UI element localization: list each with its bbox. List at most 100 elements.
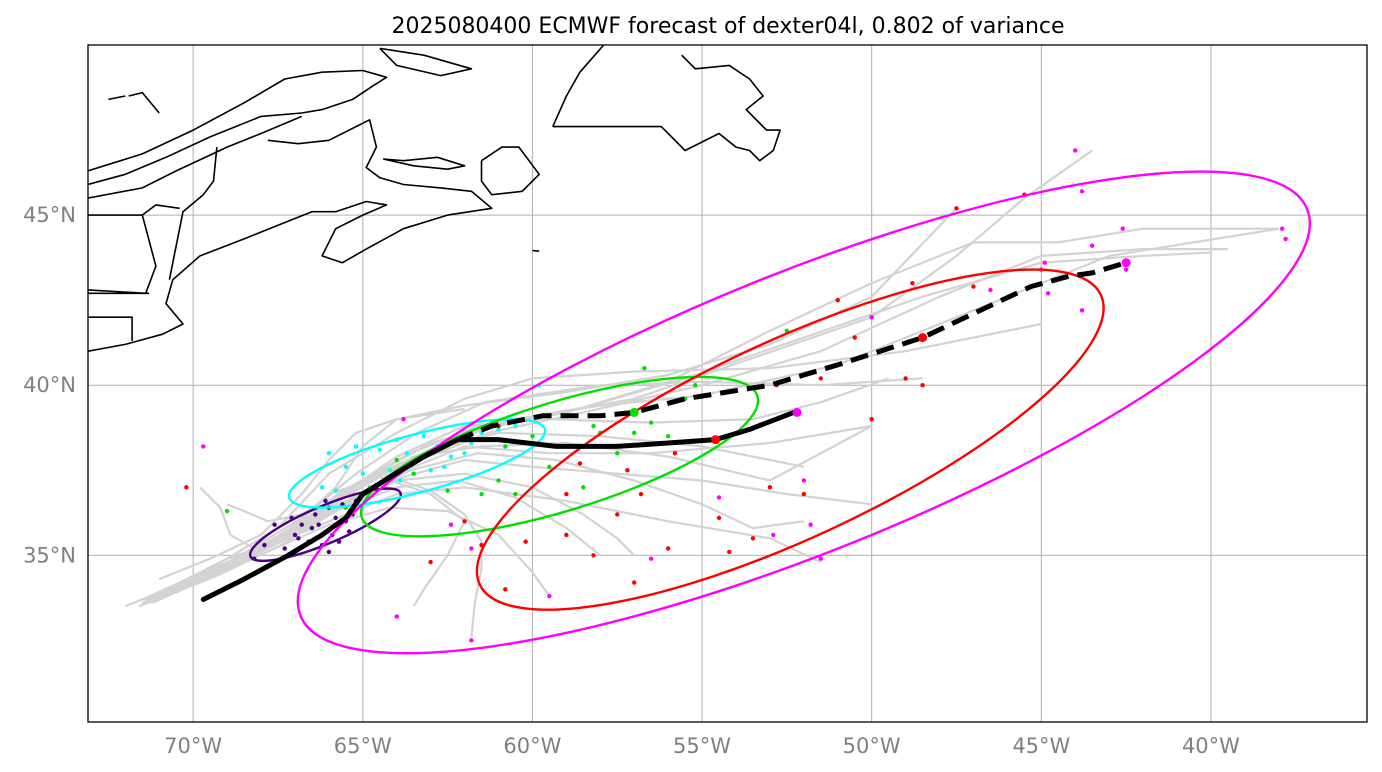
ensemble-point-4-5 (818, 556, 823, 561)
ensemble-point-2-2 (496, 478, 501, 483)
x-tick-label-1: 65°W (334, 734, 392, 758)
uncertainty-ellipses (248, 170, 1312, 655)
ensemble-point-3-28 (564, 532, 569, 538)
ensemble-point-4-6 (808, 522, 813, 527)
ensemble-point-4-11 (988, 287, 993, 293)
ensemble-track-14 (172, 377, 923, 591)
coastlines (88, 45, 781, 352)
y-tick-label-2: 45°N (23, 203, 76, 227)
x-tick-label-2: 60°W (503, 734, 561, 758)
ensemble-point-1-18 (353, 444, 359, 449)
ensemble-point-0-8 (299, 522, 304, 527)
ensemble-point-4-2 (394, 614, 399, 619)
ensemble-point-1-19 (442, 464, 447, 470)
ensemble-point-1-13 (333, 488, 338, 493)
x-tick-label-4: 50°W (843, 734, 901, 758)
ensemble-point-4-3 (547, 593, 552, 599)
ensemble-point-3-15 (910, 280, 915, 286)
ensemble-point-3-19 (726, 549, 732, 555)
x-tick-label-5: 45°W (1012, 734, 1070, 758)
ensemble-point-4-9 (801, 478, 807, 483)
ensemble-point-0-10 (313, 512, 318, 517)
ensemble-point-2-4 (648, 420, 654, 425)
ensemble-point-4-17 (1123, 267, 1129, 272)
ensemble-point-2-13 (479, 491, 484, 497)
ensemble-point-1-11 (397, 478, 403, 483)
mean-track-solid (200, 409, 797, 602)
mean-track-dashed (361, 260, 1127, 497)
ensemble-point-0-22 (296, 536, 301, 541)
coastline-7 (552, 54, 781, 162)
ensemble-point-3-29 (523, 539, 528, 544)
ensemble-point-3-8 (869, 417, 874, 422)
ensemble-point-4-0 (201, 444, 206, 449)
ensemble-track-11 (155, 248, 1228, 598)
ensemble-point-2-21 (224, 508, 230, 514)
coastline-5 (379, 47, 473, 77)
ensemble-track-8 (148, 479, 601, 604)
coastline-2 (88, 119, 493, 352)
ensemble-point-3-22 (428, 559, 433, 565)
ensemble-point-0-13 (323, 498, 328, 504)
ensemble-point-3-32 (767, 485, 773, 490)
y-tick-labels: 35°N 40°N 45°N (23, 203, 76, 567)
ensemble-point-3-24 (638, 491, 644, 497)
ensemble-point-0-3 (333, 515, 338, 521)
coastline-0 (88, 69, 388, 186)
ensemble-point-3-11 (818, 376, 823, 381)
ensemble-point-1-9 (462, 451, 467, 456)
ensemble-track-20 (199, 486, 320, 550)
ensemble-point-0-19 (316, 522, 321, 527)
ensemble-point-1-14 (496, 427, 501, 432)
ensemble-point-1-7 (377, 447, 382, 453)
ensemble-point-1-21 (404, 451, 410, 456)
ensemble-point-2-9 (615, 451, 620, 456)
uncertainty-ellipse-0 (248, 487, 402, 563)
x-tick-label-0: 70°W (164, 734, 222, 758)
ensemble-point-4-8 (716, 495, 722, 500)
ensemble-point-4-25 (401, 417, 406, 422)
coastline-15 (108, 95, 126, 101)
mean-marker-3 (918, 333, 928, 343)
ensemble-point-4-16 (1120, 226, 1125, 231)
ensemble-point-3-7 (801, 491, 807, 497)
coastline-10 (141, 204, 180, 216)
ensemble-point-4-7 (771, 532, 776, 538)
chart-title: 2025080400 ECMWF forecast of dexter04l, … (391, 14, 1064, 39)
ensemble-point-1-20 (326, 451, 332, 456)
ensemble-point-2-15 (632, 430, 637, 436)
ensemble-point-3-13 (835, 297, 840, 303)
ensemble-point-3-23 (672, 451, 678, 456)
ensemble-point-2-18 (503, 444, 508, 449)
uncertainty-ellipse-3 (475, 268, 1105, 611)
ensemble-point-1-16 (428, 468, 433, 473)
ensemble-point-2-7 (513, 491, 518, 497)
uncertainty-ellipse-4 (296, 170, 1312, 655)
mean-track (200, 258, 1131, 602)
ensemble-point-2-14 (547, 464, 552, 470)
ensemble-track-22 (158, 407, 465, 581)
mean-marker-0 (629, 407, 639, 417)
ensemble-track-1 (141, 322, 1042, 601)
ensemble-point-2-19 (394, 457, 399, 463)
ensemble-track-6 (158, 425, 873, 601)
ensemble-point-1-12 (319, 485, 325, 490)
ensemble-point-3-18 (971, 284, 976, 289)
x-tick-label-3: 55°W (673, 734, 731, 758)
ensemble-point-0-11 (272, 522, 277, 527)
ensemble-point-3-0 (184, 485, 189, 490)
ensemble-point-4-22 (1042, 260, 1047, 265)
mean-marker-2 (792, 407, 802, 417)
ensemble-point-0-14 (262, 542, 267, 548)
ensemble-point-3-33 (625, 468, 630, 473)
ensemble-point-2-6 (411, 471, 416, 476)
ensemble-point-3-6 (716, 515, 722, 521)
plot-frame (87, 44, 1368, 723)
ensemble-point-2-11 (665, 434, 671, 439)
uncertainty-ellipse-1 (287, 418, 547, 509)
ensemble-track-9 (162, 227, 1279, 598)
ensemble-track-16 (162, 424, 872, 598)
ensemble-point-0-1 (309, 525, 315, 531)
ensemble-point-2-17 (591, 423, 596, 429)
